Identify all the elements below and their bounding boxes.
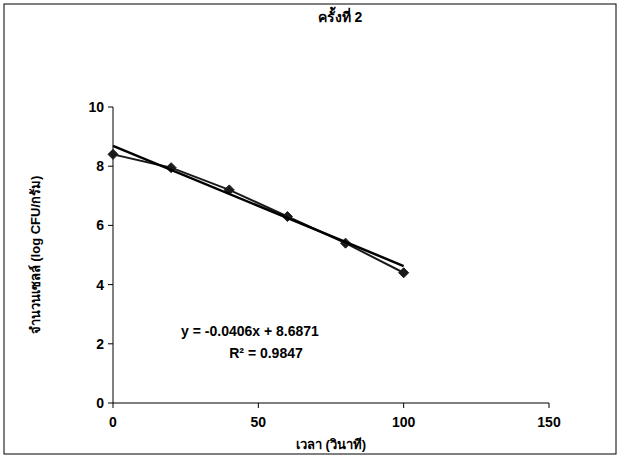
x-tick [549,403,550,408]
x-tick-label: 50 [251,414,267,430]
y-tick-label: 4 [96,277,104,293]
data-point [399,268,409,278]
y-tick [108,343,113,344]
x-tick [258,403,259,408]
x-tick [113,403,114,408]
x-axis-line [113,403,549,404]
y-tick-label: 10 [88,99,104,115]
y-tick-label: 6 [96,217,104,233]
y-tick [108,166,113,167]
y-tick-label: 8 [96,158,104,174]
y-tick [108,107,113,108]
x-tick-label: 150 [537,414,561,430]
trend-line [113,146,404,266]
data-point [108,149,118,159]
plot-area [108,146,409,278]
x-tick-label: 0 [109,414,117,430]
chart-frame [4,4,616,454]
y-tick-label: 0 [96,395,104,411]
y-tick [108,225,113,226]
x-tick-label: 100 [392,414,416,430]
x-axis-title: เวลา (วินาที) [296,437,366,452]
chart-title: ครั้งที่ 2 [318,6,363,25]
y-tick-label: 2 [96,336,104,352]
data-line [113,154,404,272]
y-tick [108,284,113,285]
x-tick [403,403,404,408]
y-tick [108,403,113,404]
annotation: y = -0.0406x + 8.6871 [181,323,319,339]
y-axis-title: จำนวนเซลล์ (log CFU/กรัม) [28,176,43,335]
annotation: R² = 0.9847 [229,345,303,361]
